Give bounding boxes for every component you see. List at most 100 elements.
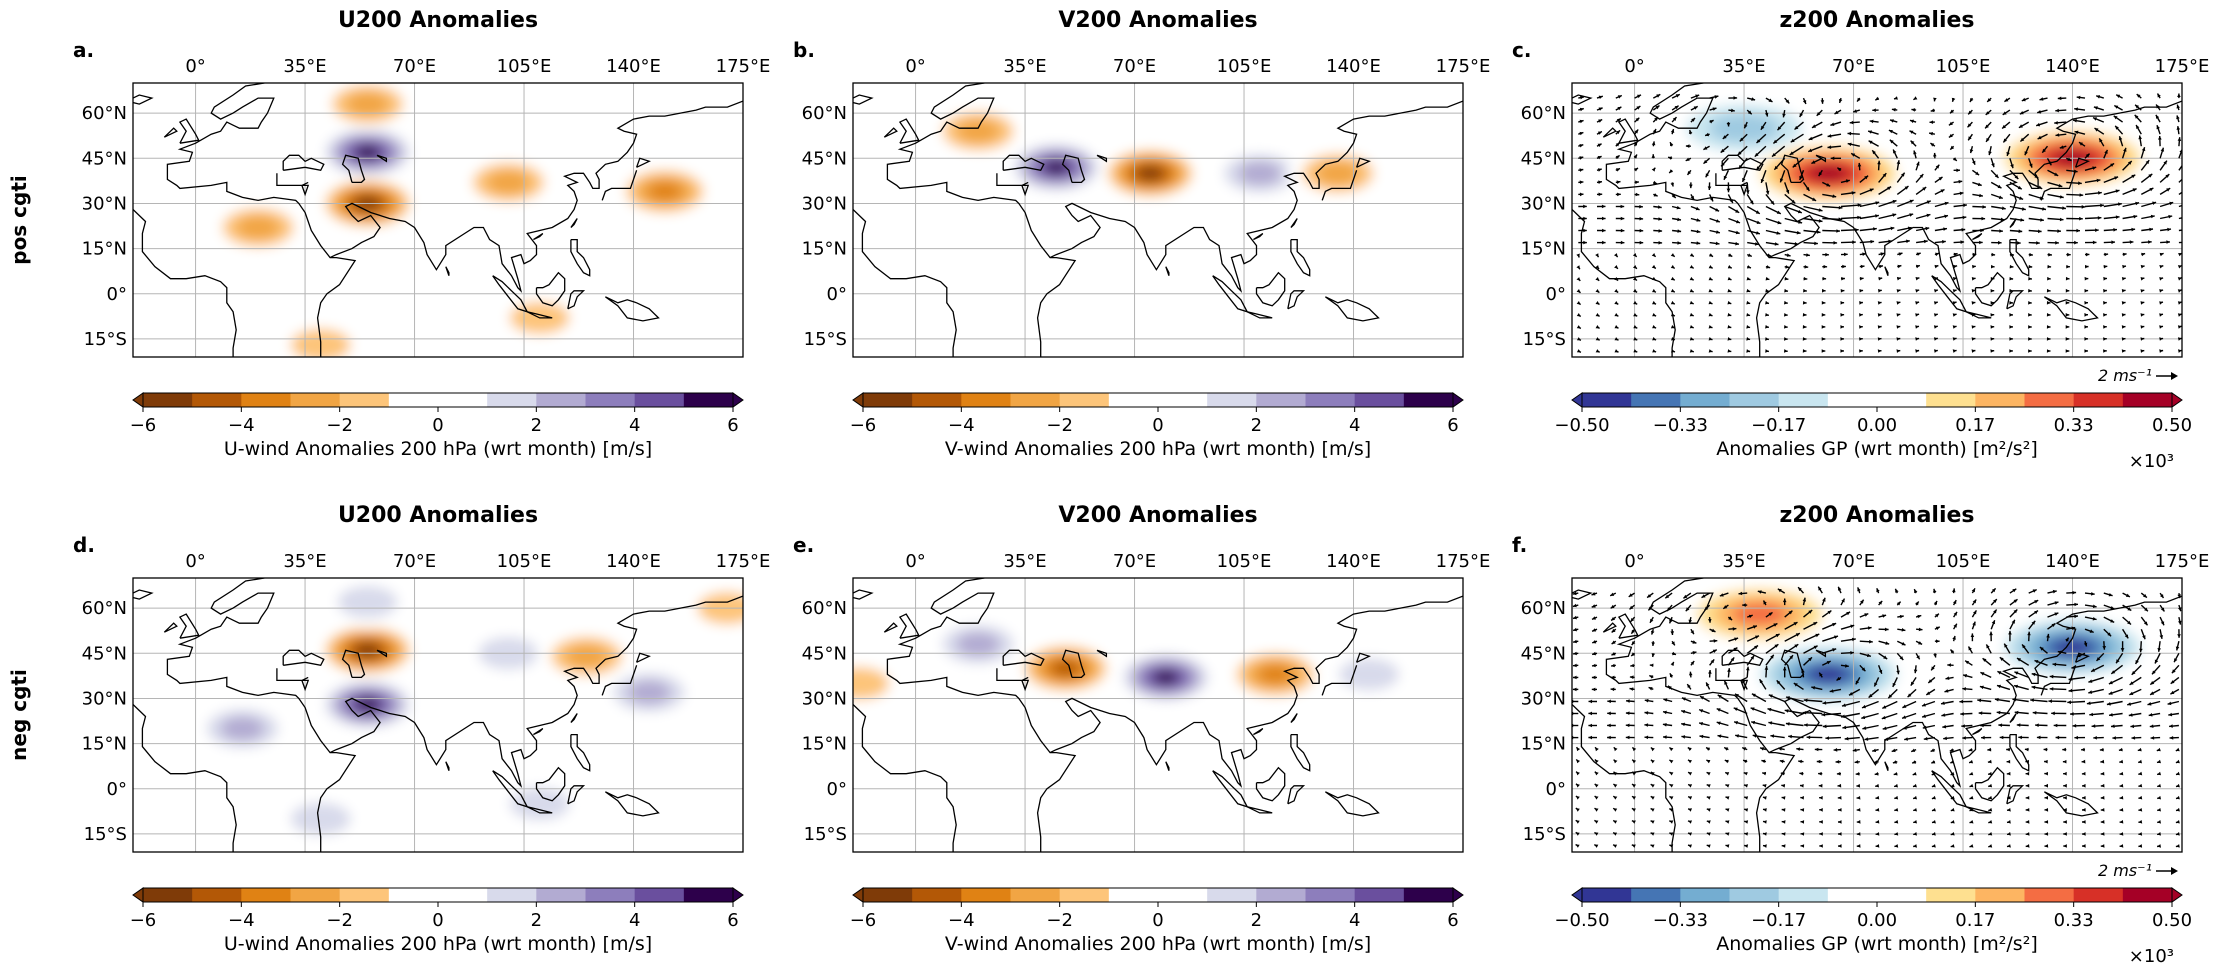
wind-arrow-head	[1988, 771, 1992, 776]
wind-arrow-head	[1765, 313, 1769, 317]
wind-arrow-head	[1710, 659, 1715, 664]
wind-arrow-head	[1862, 704, 1866, 709]
wind-arrow-head	[1821, 349, 1826, 353]
wind-arrow-head	[2055, 108, 2059, 113]
lon-tick-label: 70°E	[1832, 551, 1875, 572]
wind-arrow-head	[1653, 193, 1658, 197]
colorbar-tick-label: 0.33	[2054, 910, 2094, 931]
wind-arrow-head	[2082, 832, 2086, 836]
wind-arrow-head	[2020, 137, 2025, 142]
wind-arrow-head	[1723, 175, 1728, 180]
wind-arrow-head	[1913, 150, 1917, 155]
lon-tick-label: 105°E	[1936, 551, 1991, 572]
wind-arrow-head	[1838, 205, 1843, 210]
coastline	[2009, 713, 2017, 723]
wind-arrow-head	[1625, 735, 1630, 740]
wind-arrow-head	[1576, 301, 1581, 305]
wind-arrow-head	[1859, 349, 1863, 353]
wind-arrow-head	[1935, 613, 1939, 618]
colorbar-extend-low	[132, 887, 144, 903]
wind-arrow-head	[1834, 110, 1839, 114]
wind-arrow-head	[1708, 288, 1713, 293]
wind-arrow-head	[1670, 129, 1675, 133]
colorbar-segment	[585, 888, 636, 902]
lon-tick-label: 175°E	[1436, 551, 1491, 572]
wind-arrow-head	[2115, 189, 2120, 193]
wind-arrow-head	[1753, 625, 1757, 629]
wind-arrow-head	[1607, 699, 1611, 704]
coastline	[886, 83, 1077, 357]
wind-arrow-head	[1932, 808, 1936, 812]
wind-arrow-head	[1724, 747, 1729, 751]
wind-arrow-head	[1709, 197, 1714, 202]
wind-arrow-head	[1669, 820, 1674, 824]
wind-arrow-head	[1706, 682, 1710, 687]
wind-arrow-head	[2063, 796, 2067, 800]
coastline	[570, 733, 591, 772]
wind-arrow-head	[2037, 135, 2042, 140]
wind-arrow-head	[2067, 700, 2071, 705]
colorbar-segment	[1975, 888, 2025, 902]
wind-arrow-head	[1773, 139, 1778, 144]
colorbar-segment	[487, 393, 537, 407]
lat-tick-label: 45°N	[1521, 148, 1566, 169]
wind-arrow-head	[1573, 675, 1577, 680]
wind-arrow-head	[1872, 150, 1876, 155]
colorbar-label: U-wind Anomalies 200 hPa (wrt month) [m/…	[224, 933, 652, 955]
wind-arrow-head	[2028, 264, 2033, 269]
wind-arrow-head	[1614, 313, 1619, 317]
wind-arrow-head	[1662, 723, 1667, 727]
wind-arrow-head	[1763, 820, 1767, 824]
wind-arrow-head	[1931, 666, 1935, 671]
wind-arrow-head	[2055, 133, 2060, 137]
colorbar-segment	[1403, 888, 1454, 902]
wind-arrow-head	[1838, 820, 1842, 824]
wind-arrow-head	[1938, 177, 1943, 181]
wind-arrow-head	[1706, 760, 1711, 764]
wind-arrow-head	[1784, 276, 1789, 281]
wind-arrow-head	[1872, 108, 1876, 112]
wind-arrow-head	[1841, 276, 1845, 281]
wind-arrow-head	[2114, 105, 2119, 109]
anomaly-contour	[290, 802, 351, 836]
lon-tick-label: 140°E	[606, 551, 661, 572]
wind-arrow-head	[2022, 644, 2026, 649]
wind-arrow-head	[1913, 669, 1918, 674]
wind-arrow-head	[2177, 277, 2182, 281]
wind-arrow-head	[2086, 701, 2091, 705]
wind-arrow-head	[2046, 633, 2050, 638]
wind-arrow-head	[1991, 620, 1996, 625]
lon-tick-label: 0°	[905, 551, 925, 572]
colorbar-segment	[143, 393, 193, 407]
wind-arrow-head	[1981, 216, 1986, 221]
colorbar-segment	[1403, 393, 1454, 407]
wind-arrow-head	[2003, 138, 2007, 143]
wind-arrow-head	[2160, 607, 2165, 612]
wind-arrow-head	[2028, 288, 2032, 293]
wind-arrow-head	[2133, 214, 2138, 219]
wind-arrow-head	[2099, 747, 2104, 752]
wind-arrow-head	[1784, 709, 1789, 713]
anomaly-contour	[956, 632, 1000, 656]
wind-arrow-head	[2159, 277, 2164, 281]
colorbar-tick-label: 6	[727, 910, 738, 931]
wind-arrow-head	[1922, 703, 1926, 707]
wind-arrow-head	[1690, 630, 1694, 635]
wind-arrow-head	[1576, 313, 1581, 317]
colorbar-tick-label: −6	[130, 415, 157, 436]
wind-arrow-head	[1652, 313, 1657, 317]
wind-arrow-head	[2100, 795, 2105, 800]
wind-arrow-head	[1689, 265, 1694, 269]
wind-arrow-head	[2082, 783, 2086, 788]
wind-arrow-head	[2030, 698, 2034, 702]
wind-arrow-head	[2148, 240, 2152, 244]
wind-arrow-head	[1836, 229, 1840, 233]
wind-arrow-head	[1838, 808, 1842, 812]
wind-arrow-head	[1670, 288, 1675, 293]
wind-arrow-head	[1864, 613, 1869, 617]
wind-arrow-head	[1968, 646, 1972, 651]
wind-arrow-head	[1714, 95, 1719, 99]
wind-arrow-head	[1613, 784, 1618, 788]
wind-arrow-head	[1688, 759, 1692, 764]
wind-arrow-head	[1818, 771, 1822, 776]
